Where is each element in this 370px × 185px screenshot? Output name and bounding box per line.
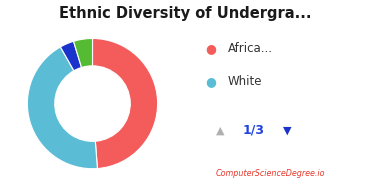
Text: Africa...: Africa... (228, 42, 273, 55)
Text: White: White (228, 75, 262, 88)
Text: 43%: 43% (56, 94, 74, 103)
Wedge shape (27, 47, 97, 169)
Wedge shape (92, 38, 158, 169)
Wedge shape (74, 38, 92, 68)
Text: 48.8%: 48.8% (99, 106, 125, 115)
Wedge shape (60, 41, 81, 71)
Text: ●: ● (205, 42, 216, 55)
Text: Ethnic Diversity of Undergra...: Ethnic Diversity of Undergra... (59, 6, 311, 21)
Text: 1/3: 1/3 (242, 124, 265, 137)
Text: ▲: ▲ (216, 125, 224, 135)
Text: ▼: ▼ (283, 125, 291, 135)
Text: ComputerScienceDegree.io: ComputerScienceDegree.io (215, 169, 325, 178)
Text: ●: ● (205, 75, 216, 88)
